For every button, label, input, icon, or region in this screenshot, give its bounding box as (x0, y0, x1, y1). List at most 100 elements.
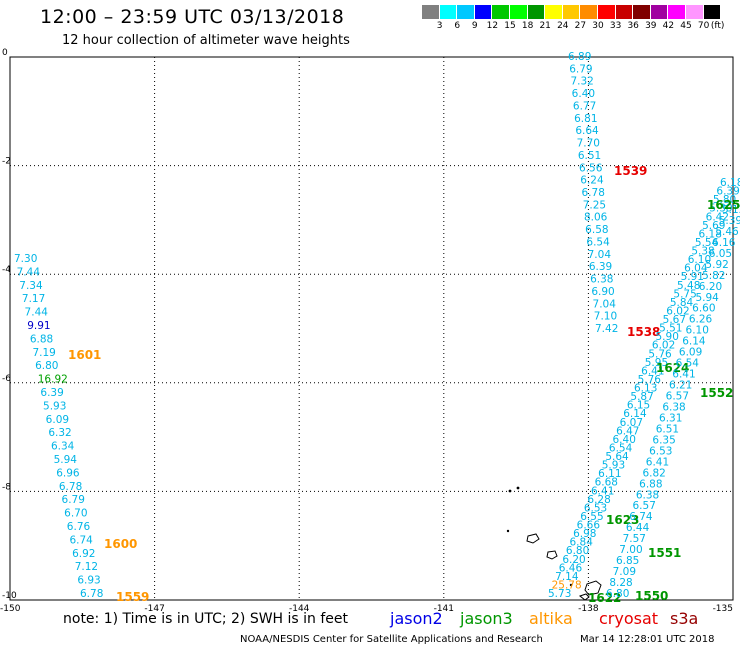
wave-height-value: 6.96 (56, 467, 80, 479)
wave-height-value: 6.41 (641, 365, 664, 377)
wave-height-value: 6.40 (572, 88, 595, 100)
wave-height-value: 5.48 (677, 280, 700, 292)
axis-ticks: -150 -147 -144 -141 -138 -135 0 -2 -4 -6 -8 -10 (0, 48, 733, 614)
wave-height-value: 6.78 (80, 588, 103, 600)
legend-s3a: s3a (670, 609, 699, 628)
wave-height-value: 6.46 (559, 562, 583, 574)
wave-height-value: 5.90 (656, 331, 679, 343)
wave-height-value: 6.11 (598, 468, 621, 480)
wave-height-value: 5.38 (691, 246, 714, 258)
color-scale-swatch (615, 5, 634, 19)
y-tick-label: -8 (2, 482, 11, 492)
wave-height-value: 6.09 (679, 347, 702, 359)
wave-height-value: 6.98 (573, 528, 596, 540)
color-scale-labels: 3 6 9 12 15 18 21 24 27 30 33 36 39 42 45 70 (ft) (422, 21, 740, 35)
wave-height-value: 7.17 (22, 293, 45, 305)
wave-height-value: 7.44 (17, 266, 41, 278)
wave-height-value: 6.14 (623, 408, 647, 420)
color-scale-swatch (422, 5, 440, 19)
color-scale-swatch (685, 5, 704, 19)
wave-height-value: 6.78 (582, 187, 605, 199)
wave-height-value: 6.38 (662, 401, 685, 413)
wave-height-value: 6.32 (48, 427, 71, 439)
color-scale-label: 9 (471, 21, 478, 31)
color-scale-label: 18 (521, 21, 534, 31)
wave-height-value: 7.04 (588, 249, 612, 261)
color-scale-label: 6 (454, 21, 461, 31)
wave-height-value: 6.39 (716, 186, 739, 198)
wave-height-value: 6.90 (591, 286, 614, 298)
wave-height-value: 6.80 (566, 545, 589, 557)
wave-height-value: 6.68 (595, 477, 618, 489)
wave-height-value: 5.91 (681, 271, 704, 283)
pass-time-label: 1538 (627, 325, 660, 339)
map-subtitle: 12 hour collection of altimeter wave hei… (62, 33, 350, 48)
wave-height-value: 5.64 (605, 451, 629, 463)
island-outlines (506, 486, 602, 601)
legend-altika: altika (529, 609, 573, 628)
x-tick-label: -150 (0, 604, 21, 614)
wave-height-value: 5.84 (670, 297, 694, 309)
wave-height-value: 6.55 (580, 511, 603, 523)
y-tick-label: -6 (2, 374, 11, 384)
wave-height-value: 5.94 (695, 292, 719, 304)
pass-time-label: 1623 (606, 513, 639, 527)
wave-height-value: 7.34 (19, 280, 43, 292)
color-scale-label: 3 (436, 21, 443, 31)
wave-height-value: 6.09 (46, 414, 69, 426)
wave-height-value: 6.24 (580, 175, 604, 187)
color-scale-label: 45 (680, 21, 692, 31)
wave-height-value: 7.12 (75, 561, 98, 573)
wave-height-value: 5.75 (673, 288, 696, 300)
island-outline (526, 533, 540, 544)
wave-height-value: 7.70 (577, 138, 600, 150)
wave-height-value: 6.54 (676, 358, 700, 370)
legend-jason2: jason2 (390, 609, 443, 628)
wave-height-value: 6.38 (636, 489, 659, 501)
wave-height-value: 6.54 (586, 236, 610, 248)
wave-height-value: 5.51 (659, 323, 682, 335)
wave-height-value: 6.15 (627, 400, 650, 412)
color-scale-swatch (703, 5, 722, 19)
wave-height-value: 6.56 (579, 162, 603, 174)
color-scale-swatch (509, 5, 528, 19)
wave-height-value: 6.51 (578, 150, 601, 162)
wave-height-value: 9.91 (27, 320, 50, 332)
wave-height-value: 6.04 (684, 263, 708, 275)
color-scale-swatch (562, 5, 581, 19)
island-dot (508, 489, 512, 493)
wave-height-value: 7.00 (619, 544, 642, 556)
wave-height-value: 6.28 (587, 494, 610, 506)
wave-height-value: 6.64 (575, 125, 599, 137)
wave-height-value: 6.41 (646, 456, 669, 468)
x-tick-label: -147 (144, 604, 164, 614)
wave-height-value: 5.80 (713, 194, 736, 206)
color-scale-swatch (650, 5, 669, 19)
pass-time-label: 1600 (104, 537, 137, 551)
color-scale-label: 15 (504, 21, 516, 31)
wave-height-value: 7.30 (14, 253, 37, 265)
wave-height-value: 6.89 (568, 51, 591, 63)
wave-height-value: 5.76 (638, 374, 662, 386)
wave-height-value: 7.44 (25, 307, 49, 319)
wave-height-value: 6.05 (709, 248, 732, 260)
wave-height-value: 6.16 (712, 237, 736, 249)
wave-height-value: 6.74 (69, 534, 93, 546)
wave-height-value: 6.31 (659, 412, 682, 424)
generated-timestamp: Mar 14 12:28:01 UTC 2018 (580, 634, 715, 645)
wave-height-value: 5.93 (602, 460, 625, 472)
wave-height-value: 6.60 (692, 303, 715, 315)
wave-height-value: 6.70 (64, 508, 87, 520)
wave-height-value: 6.77 (573, 100, 596, 112)
x-tick-label: -138 (578, 604, 599, 614)
wave-height-value: 6.88 (639, 478, 662, 490)
wave-height-value: 6.88 (30, 333, 53, 345)
wave-height-value: 6.38 (590, 274, 613, 286)
wave-height-value: 6.47 (616, 425, 639, 437)
pass-time-label: 1624 (656, 361, 689, 375)
wave-height-value: 7.10 (594, 311, 617, 323)
wave-height-value: 6.39 (40, 387, 63, 399)
wave-height-value: 6.80 (606, 588, 629, 600)
island-dot (516, 486, 520, 490)
pass-time-label: 1539 (614, 164, 647, 178)
